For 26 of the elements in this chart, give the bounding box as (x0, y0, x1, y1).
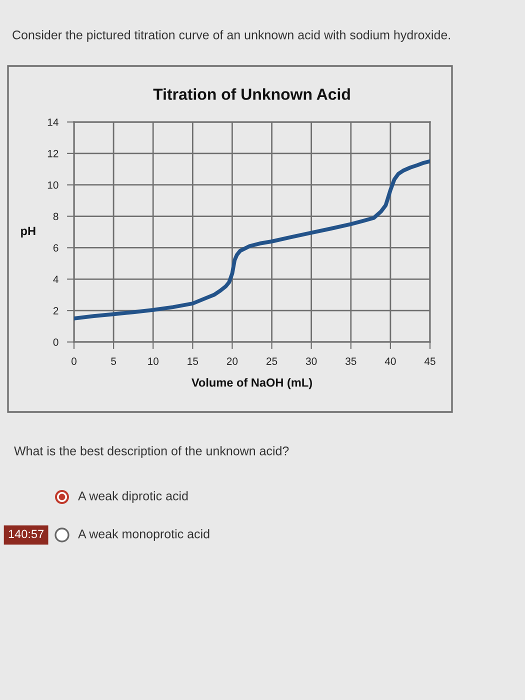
y-tick-label: 12 (48, 150, 58, 158)
text: 140:57 (8, 530, 44, 538)
x-axis-title: Volume of NaOH (mL) (192, 378, 312, 390)
text: What is the best description of the unknown acid? (14, 446, 289, 458)
x-tick-label: 5 (111, 358, 116, 365)
x-tick-label: 0 (72, 358, 76, 365)
y-axis-title: pH (21, 226, 36, 238)
text: Consider the pictured titration curve of an unknown acid with sodium hydroxide. (12, 30, 450, 42)
x-tick-label: 10 (148, 358, 158, 365)
text: A weak diprotic acid (78, 491, 188, 503)
x-tick-label: 15 (188, 358, 198, 365)
text: A weak monoprotic acid (78, 529, 210, 541)
y-tick-label: 8 (53, 212, 58, 220)
y-tick-label: 4 (53, 276, 58, 283)
x-tick-label: 45 (424, 358, 436, 365)
y-tick-label: 14 (48, 118, 58, 126)
x-tick-label: 30 (306, 358, 317, 365)
chart-title: Titration of Unknown Acid (153, 88, 350, 100)
x-tick-label: 40 (384, 358, 396, 365)
x-tick-label: 20 (226, 358, 238, 365)
y-tick-label: 6 (53, 244, 58, 252)
y-tick-label: 10 (48, 181, 58, 189)
y-tick-label: 0 (53, 338, 58, 346)
y-tick-label: 2 (53, 307, 58, 314)
x-tick-label: 25 (266, 358, 278, 365)
x-tick-label: 35 (345, 358, 356, 365)
